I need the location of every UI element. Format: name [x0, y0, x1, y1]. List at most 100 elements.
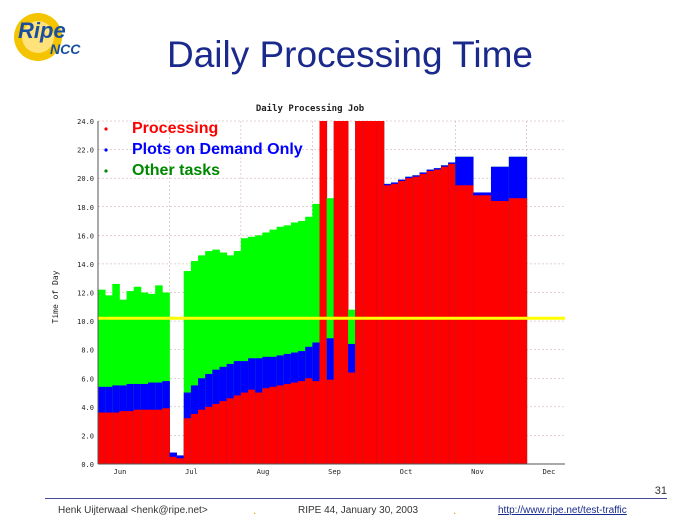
footer-separator-2: .: [453, 503, 457, 517]
bar-other: [133, 286, 142, 464]
y-tick-label: 22.0: [77, 147, 94, 155]
bar-processing: [440, 166, 449, 464]
bar-processing: [119, 411, 127, 464]
bar-other: [162, 292, 170, 464]
bar-processing: [412, 176, 420, 465]
y-axis-label: Time of Day: [51, 270, 60, 323]
x-tick-label: Aug: [257, 468, 270, 476]
y-tick-label: 20.0: [77, 175, 94, 183]
x-tick-label: Nov: [471, 468, 484, 476]
y-tick-label: 24.0: [77, 118, 94, 126]
bar-other: [269, 229, 278, 464]
bar-processing: [219, 401, 228, 464]
logo-sun-inner: [22, 21, 54, 53]
bar-other: [305, 216, 313, 464]
bar-other: [326, 198, 335, 465]
x-tick-label: Jul: [185, 468, 198, 476]
bar-processing: [176, 458, 185, 464]
bar-other: [226, 255, 235, 464]
bar-other: [312, 203, 320, 464]
bar-other: [140, 292, 149, 464]
bar-processing: [319, 121, 328, 464]
bar-other: [219, 252, 228, 464]
bar-processing: [212, 403, 220, 464]
footer-separator-1: .: [253, 503, 257, 517]
bar-processing: [340, 121, 349, 464]
axes-layer: 0.0 2.0 4.0 6.0 8.0 10.0 12.0 14.0 16.0 18.0 20.0 2…: [77, 118, 565, 476]
bar-processing: [390, 183, 399, 464]
bar-other: [190, 261, 199, 464]
bar-processing: [183, 418, 192, 464]
bar-processing: [448, 163, 456, 464]
bar-processing: [369, 121, 378, 464]
bar-processing: [362, 121, 370, 464]
bar-processing: [333, 121, 342, 464]
legend-bullet: [104, 127, 108, 131]
y-tick-label: 12.0: [77, 290, 94, 298]
bar-processing: [155, 409, 163, 464]
bar-processing: [298, 381, 306, 464]
y-tick-label: 16.0: [77, 232, 94, 240]
y-tick-label: 4.0: [81, 404, 94, 412]
x-tick-label: Dec: [543, 468, 556, 476]
bar-processing: [455, 185, 474, 464]
bar-processing: [105, 412, 113, 464]
y-tick-label: 2.0: [81, 432, 94, 440]
bar-other: [248, 236, 256, 464]
ripe-ncc-logo: Ripe NCC: [14, 13, 81, 61]
bar-processing: [276, 385, 285, 464]
bar-processing: [226, 398, 235, 464]
legend: Processing Plots on Demand Only Other task…: [104, 120, 303, 179]
x-tick-label: Jun: [114, 468, 127, 476]
bar-processing: [169, 456, 177, 464]
bar-processing: [240, 392, 249, 464]
bar-other: [105, 295, 113, 464]
footer-rule: [45, 498, 667, 499]
bar-processing: [148, 409, 156, 464]
bar-processing: [473, 195, 492, 465]
bar-other: [205, 251, 213, 464]
bar-processing: [508, 198, 528, 465]
logo-sub-text: NCC: [50, 41, 81, 57]
y-tick-label: 10.0: [77, 318, 94, 326]
bar-other: [283, 225, 292, 464]
bar-processing: [98, 412, 106, 464]
bar-other: [298, 221, 306, 464]
footer-url-wrapper: http://www.ripe.net/test-traffic: [498, 505, 627, 516]
chart-title: Daily Processing Job: [256, 103, 365, 114]
bar-processing: [312, 381, 320, 464]
bar-other: [98, 289, 106, 464]
bar-other: [240, 238, 249, 464]
bar-other: [276, 226, 285, 464]
bar-processing: [305, 378, 313, 464]
daily-processing-chart: Daily Processing Job Time of Day 0.0 2.0 4…: [45, 97, 567, 482]
bar-processing: [112, 412, 120, 464]
bar-processing: [126, 411, 135, 464]
x-tick-label: Oct: [400, 468, 413, 476]
legend-bullet: [104, 148, 108, 152]
bar-processing: [269, 386, 278, 464]
bar-processing: [133, 409, 142, 464]
bar-other: [262, 232, 270, 464]
bar-other: [183, 271, 192, 464]
bar-other: [290, 222, 299, 464]
bar-processing: [398, 181, 406, 464]
bar-processing: [383, 185, 392, 464]
page-number: 31: [654, 485, 667, 497]
bar-processing: [283, 383, 292, 464]
bar-processing: [355, 121, 363, 464]
bar-processing: [162, 408, 170, 464]
y-tick-label: 6.0: [81, 375, 94, 383]
bar-other: [233, 251, 242, 464]
bar-other: [119, 299, 127, 464]
footer-url-link[interactable]: http://www.ripe.net/test-traffic: [498, 505, 627, 516]
bar-processing: [405, 178, 413, 464]
bar-processing: [198, 409, 206, 464]
bar-processing: [190, 413, 199, 464]
y-tick-label: 8.0: [81, 347, 94, 355]
footer-author: Henk Uijterwaal <henk@ripe.net>: [58, 505, 208, 516]
y-tick-label: 14.0: [77, 261, 94, 269]
bar-processing: [490, 201, 510, 464]
legend-label: Processing: [132, 120, 218, 137]
legend-label: Other tasks: [132, 162, 220, 179]
